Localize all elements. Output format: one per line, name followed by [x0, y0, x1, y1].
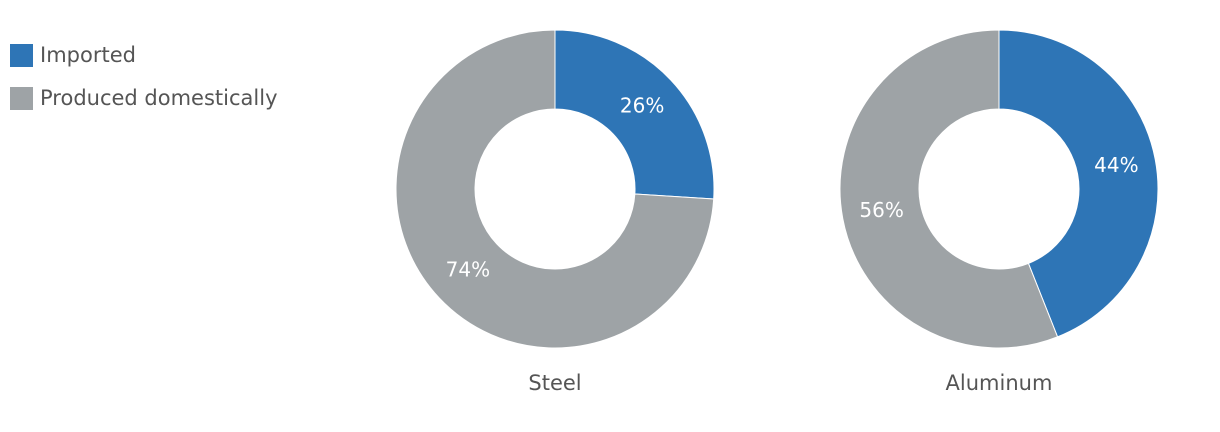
- legend-swatch: [10, 87, 33, 110]
- donut-slice: [839, 29, 1059, 349]
- donut-slice: [998, 29, 1159, 338]
- donut-slice: [554, 29, 715, 200]
- chart-title: Aluminum: [946, 371, 1053, 395]
- legend-swatch: [10, 44, 33, 67]
- chart-title: Steel: [528, 371, 581, 395]
- legend-label: Produced domestically: [40, 86, 278, 110]
- slice-label: 56%: [859, 198, 903, 222]
- legend-label: Imported: [40, 43, 136, 67]
- slice-label: 44%: [1094, 153, 1138, 177]
- donut-slice: [395, 29, 715, 349]
- slice-label: 74%: [446, 257, 490, 281]
- slice-label: 26%: [620, 94, 664, 118]
